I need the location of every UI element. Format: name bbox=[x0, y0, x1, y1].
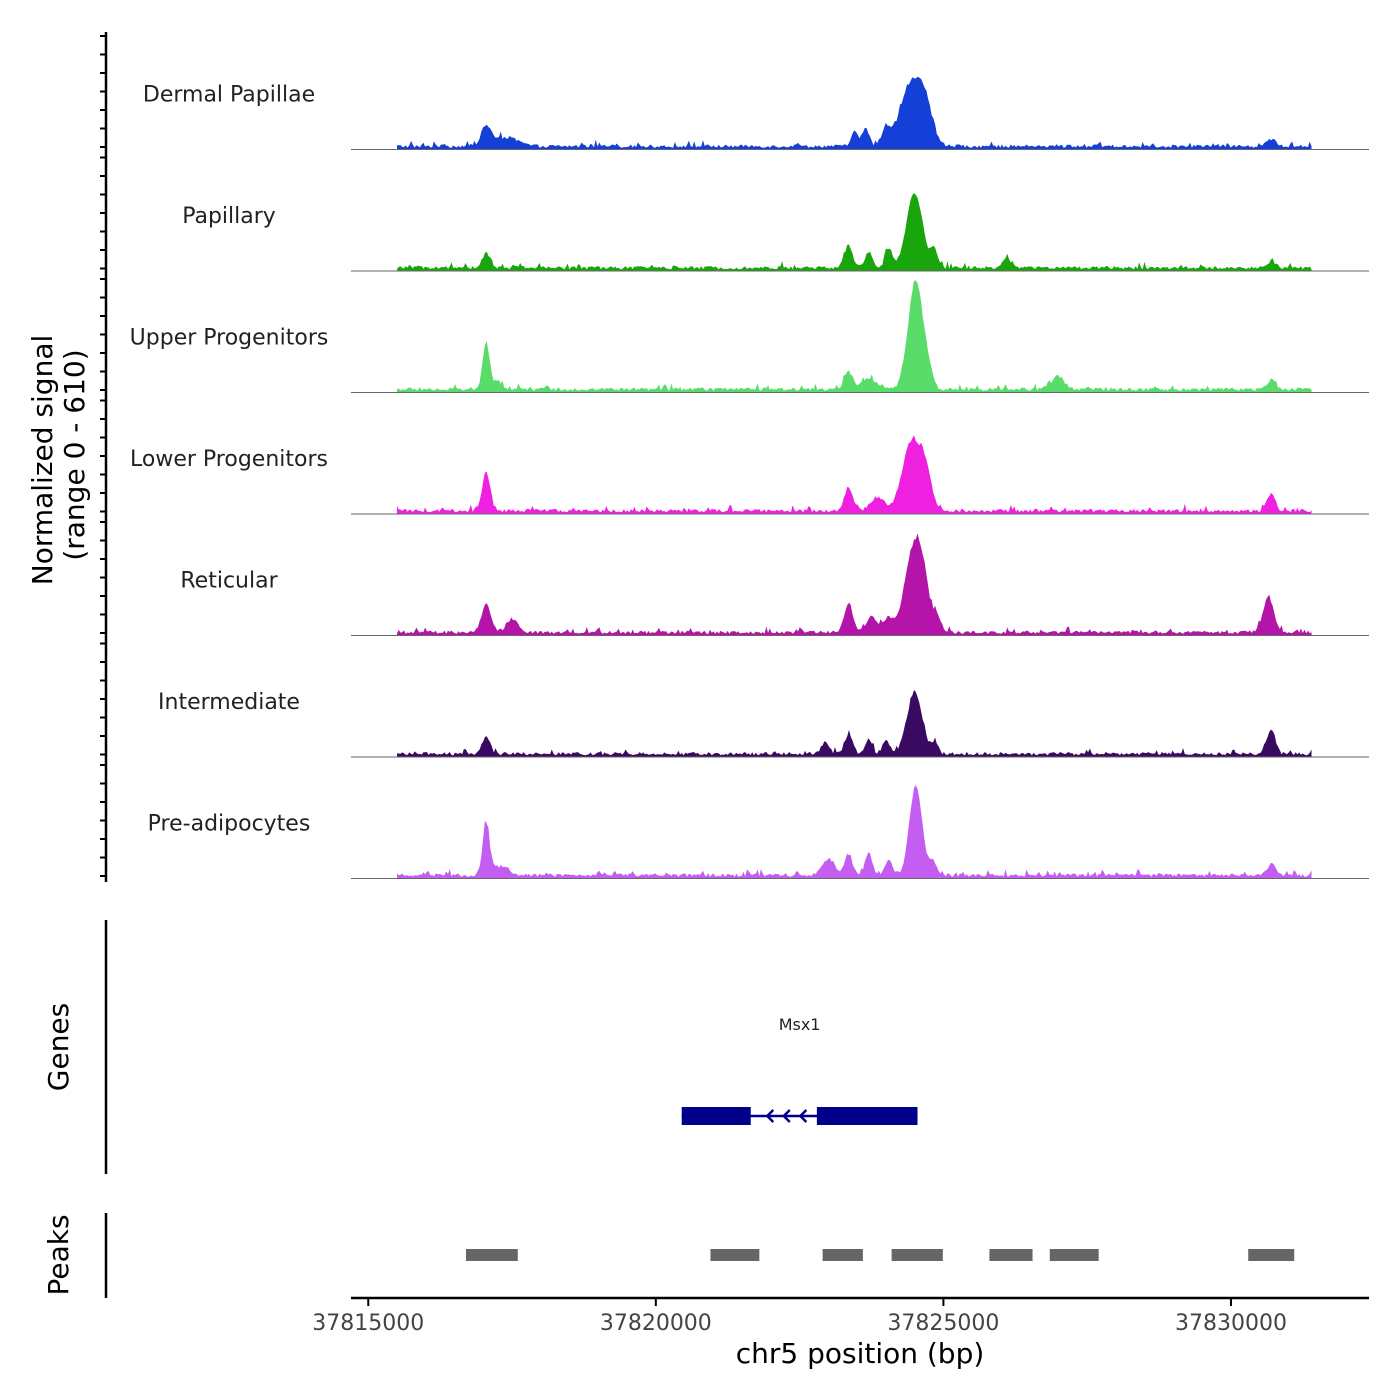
peak-region bbox=[891, 1249, 943, 1261]
track-signal-area bbox=[397, 533, 1312, 636]
peak-region bbox=[989, 1249, 1033, 1261]
track-upper-progenitors: Upper Progenitors bbox=[130, 280, 1369, 393]
x-tick-label: 37820000 bbox=[600, 1311, 712, 1336]
x-tick-label: 37815000 bbox=[312, 1311, 424, 1336]
gene-exon bbox=[816, 1107, 918, 1125]
gene-strand-arrow bbox=[765, 1109, 775, 1123]
track-label: Dermal Papillae bbox=[143, 83, 315, 108]
x-tick-label: 37825000 bbox=[887, 1311, 999, 1336]
peak-region bbox=[466, 1249, 518, 1261]
genes-panel: Genes Msx1 bbox=[42, 920, 918, 1174]
peak-regions bbox=[466, 1249, 1295, 1261]
genes-axis-title: Genes bbox=[42, 1003, 75, 1091]
track-reticular: Reticular bbox=[180, 533, 1369, 636]
signal-axis-subtitle: (range 0 - 610) bbox=[58, 349, 91, 560]
track-signal-area bbox=[397, 76, 1312, 150]
track-signal-area bbox=[397, 690, 1312, 757]
x-ticks: 37815000 37820000 37825000 37830000 bbox=[312, 1298, 1287, 1336]
track-signal-area bbox=[397, 280, 1312, 393]
signal-tracks: Dermal Papillae Papillary Upper Progenitor… bbox=[130, 76, 1369, 879]
track-label: Papillary bbox=[182, 204, 276, 229]
signal-axis-title: Normalized signal bbox=[26, 335, 59, 586]
track-label: Lower Progenitors bbox=[130, 447, 328, 472]
signal-panel: Normalized signal (range 0 - 610) Dermal… bbox=[26, 32, 1369, 882]
x-axis: 37815000 37820000 37825000 37830000 chr5 po… bbox=[312, 1296, 1369, 1370]
track-label: Intermediate bbox=[158, 690, 300, 715]
track-intermediate: Intermediate bbox=[158, 690, 1369, 758]
gene-label-msx1: Msx1 bbox=[779, 1015, 821, 1034]
gene-model bbox=[681, 1107, 918, 1125]
track-signal-area bbox=[397, 435, 1312, 514]
track-papillary: Papillary bbox=[182, 193, 1369, 272]
peaks-axis-title: Peaks bbox=[42, 1214, 75, 1295]
track-signal-area bbox=[397, 785, 1312, 879]
track-lower-progenitors: Lower Progenitors bbox=[130, 435, 1369, 515]
track-pre-adipocytes: Pre-adipocytes bbox=[148, 785, 1369, 879]
track-label: Pre-adipocytes bbox=[148, 812, 311, 837]
peak-region bbox=[1049, 1249, 1099, 1261]
signal-y-ticks bbox=[100, 35, 106, 877]
peaks-panel: Peaks bbox=[42, 1213, 1295, 1298]
gene-strand-arrow bbox=[798, 1109, 808, 1123]
gene-strand-arrow bbox=[782, 1109, 791, 1123]
track-signal-area bbox=[397, 193, 1312, 271]
x-tick-label: 37830000 bbox=[1175, 1311, 1287, 1336]
peak-region bbox=[710, 1249, 760, 1261]
peak-region bbox=[822, 1249, 863, 1261]
track-dermal-papillae: Dermal Papillae bbox=[143, 76, 1369, 150]
x-axis-title: chr5 position (bp) bbox=[736, 1337, 985, 1370]
track-label: Upper Progenitors bbox=[130, 326, 329, 351]
track-label: Reticular bbox=[180, 569, 278, 594]
peak-region bbox=[1248, 1249, 1295, 1261]
gene-exon bbox=[681, 1107, 751, 1125]
